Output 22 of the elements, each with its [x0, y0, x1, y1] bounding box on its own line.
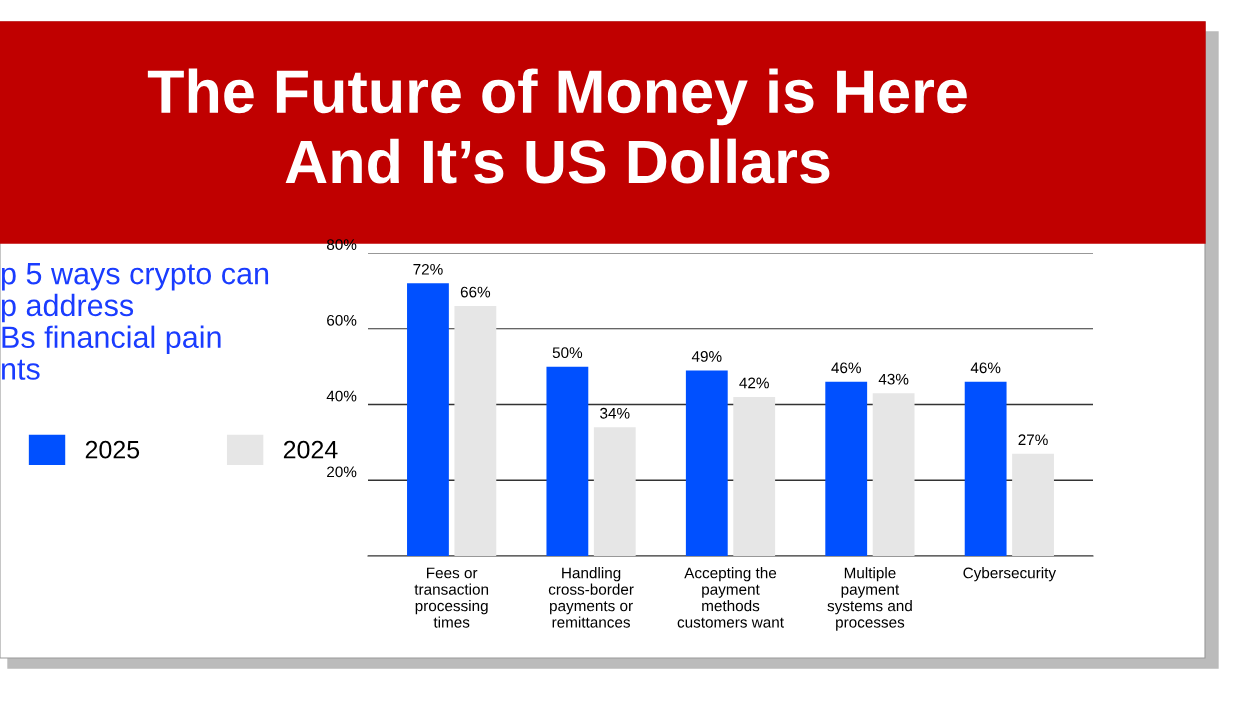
x-tick-label: Multiple payment systems and processes — [827, 567, 912, 631]
data-label: 42% — [739, 377, 769, 389]
y-tick-label: 40% — [326, 390, 357, 402]
data-label: 50% — [552, 347, 583, 359]
y-tick-label: 20% — [327, 466, 357, 478]
x-tick-label: Handling cross-border payments or remittances — [548, 567, 634, 628]
x-tick-label: Accepting the payment methods customers want — [677, 567, 784, 628]
legend-label: 2024 — [283, 440, 338, 459]
legend-label: 2025 — [85, 440, 140, 459]
x-tick-label: Fees or transaction processing times — [414, 567, 489, 628]
text: p 5 ways crypto can p address Bs financial pain nts — [1, 263, 269, 380]
data-label: 43% — [878, 373, 909, 385]
data-label: 46% — [831, 362, 861, 374]
y-tick-label: 60% — [327, 314, 357, 326]
data-label: 72% — [413, 263, 443, 275]
x-tick-label: Cybersecurity — [963, 567, 1057, 582]
chart-title: The Future of Money is Here And It’s US Dollars — [147, 68, 967, 184]
data-label: 66% — [460, 286, 491, 298]
data-label: 49% — [691, 351, 722, 362]
data-label: 46% — [970, 362, 1001, 374]
data-label: 34% — [600, 407, 630, 419]
data-label: 27% — [1018, 434, 1048, 446]
